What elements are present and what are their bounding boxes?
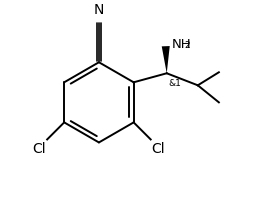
Text: N: N bbox=[94, 3, 104, 17]
Text: &1: &1 bbox=[168, 79, 181, 88]
Polygon shape bbox=[162, 46, 170, 73]
Text: Cl: Cl bbox=[152, 142, 165, 156]
Text: NH: NH bbox=[171, 38, 191, 51]
Text: Cl: Cl bbox=[33, 142, 46, 156]
Text: 2: 2 bbox=[185, 41, 190, 50]
